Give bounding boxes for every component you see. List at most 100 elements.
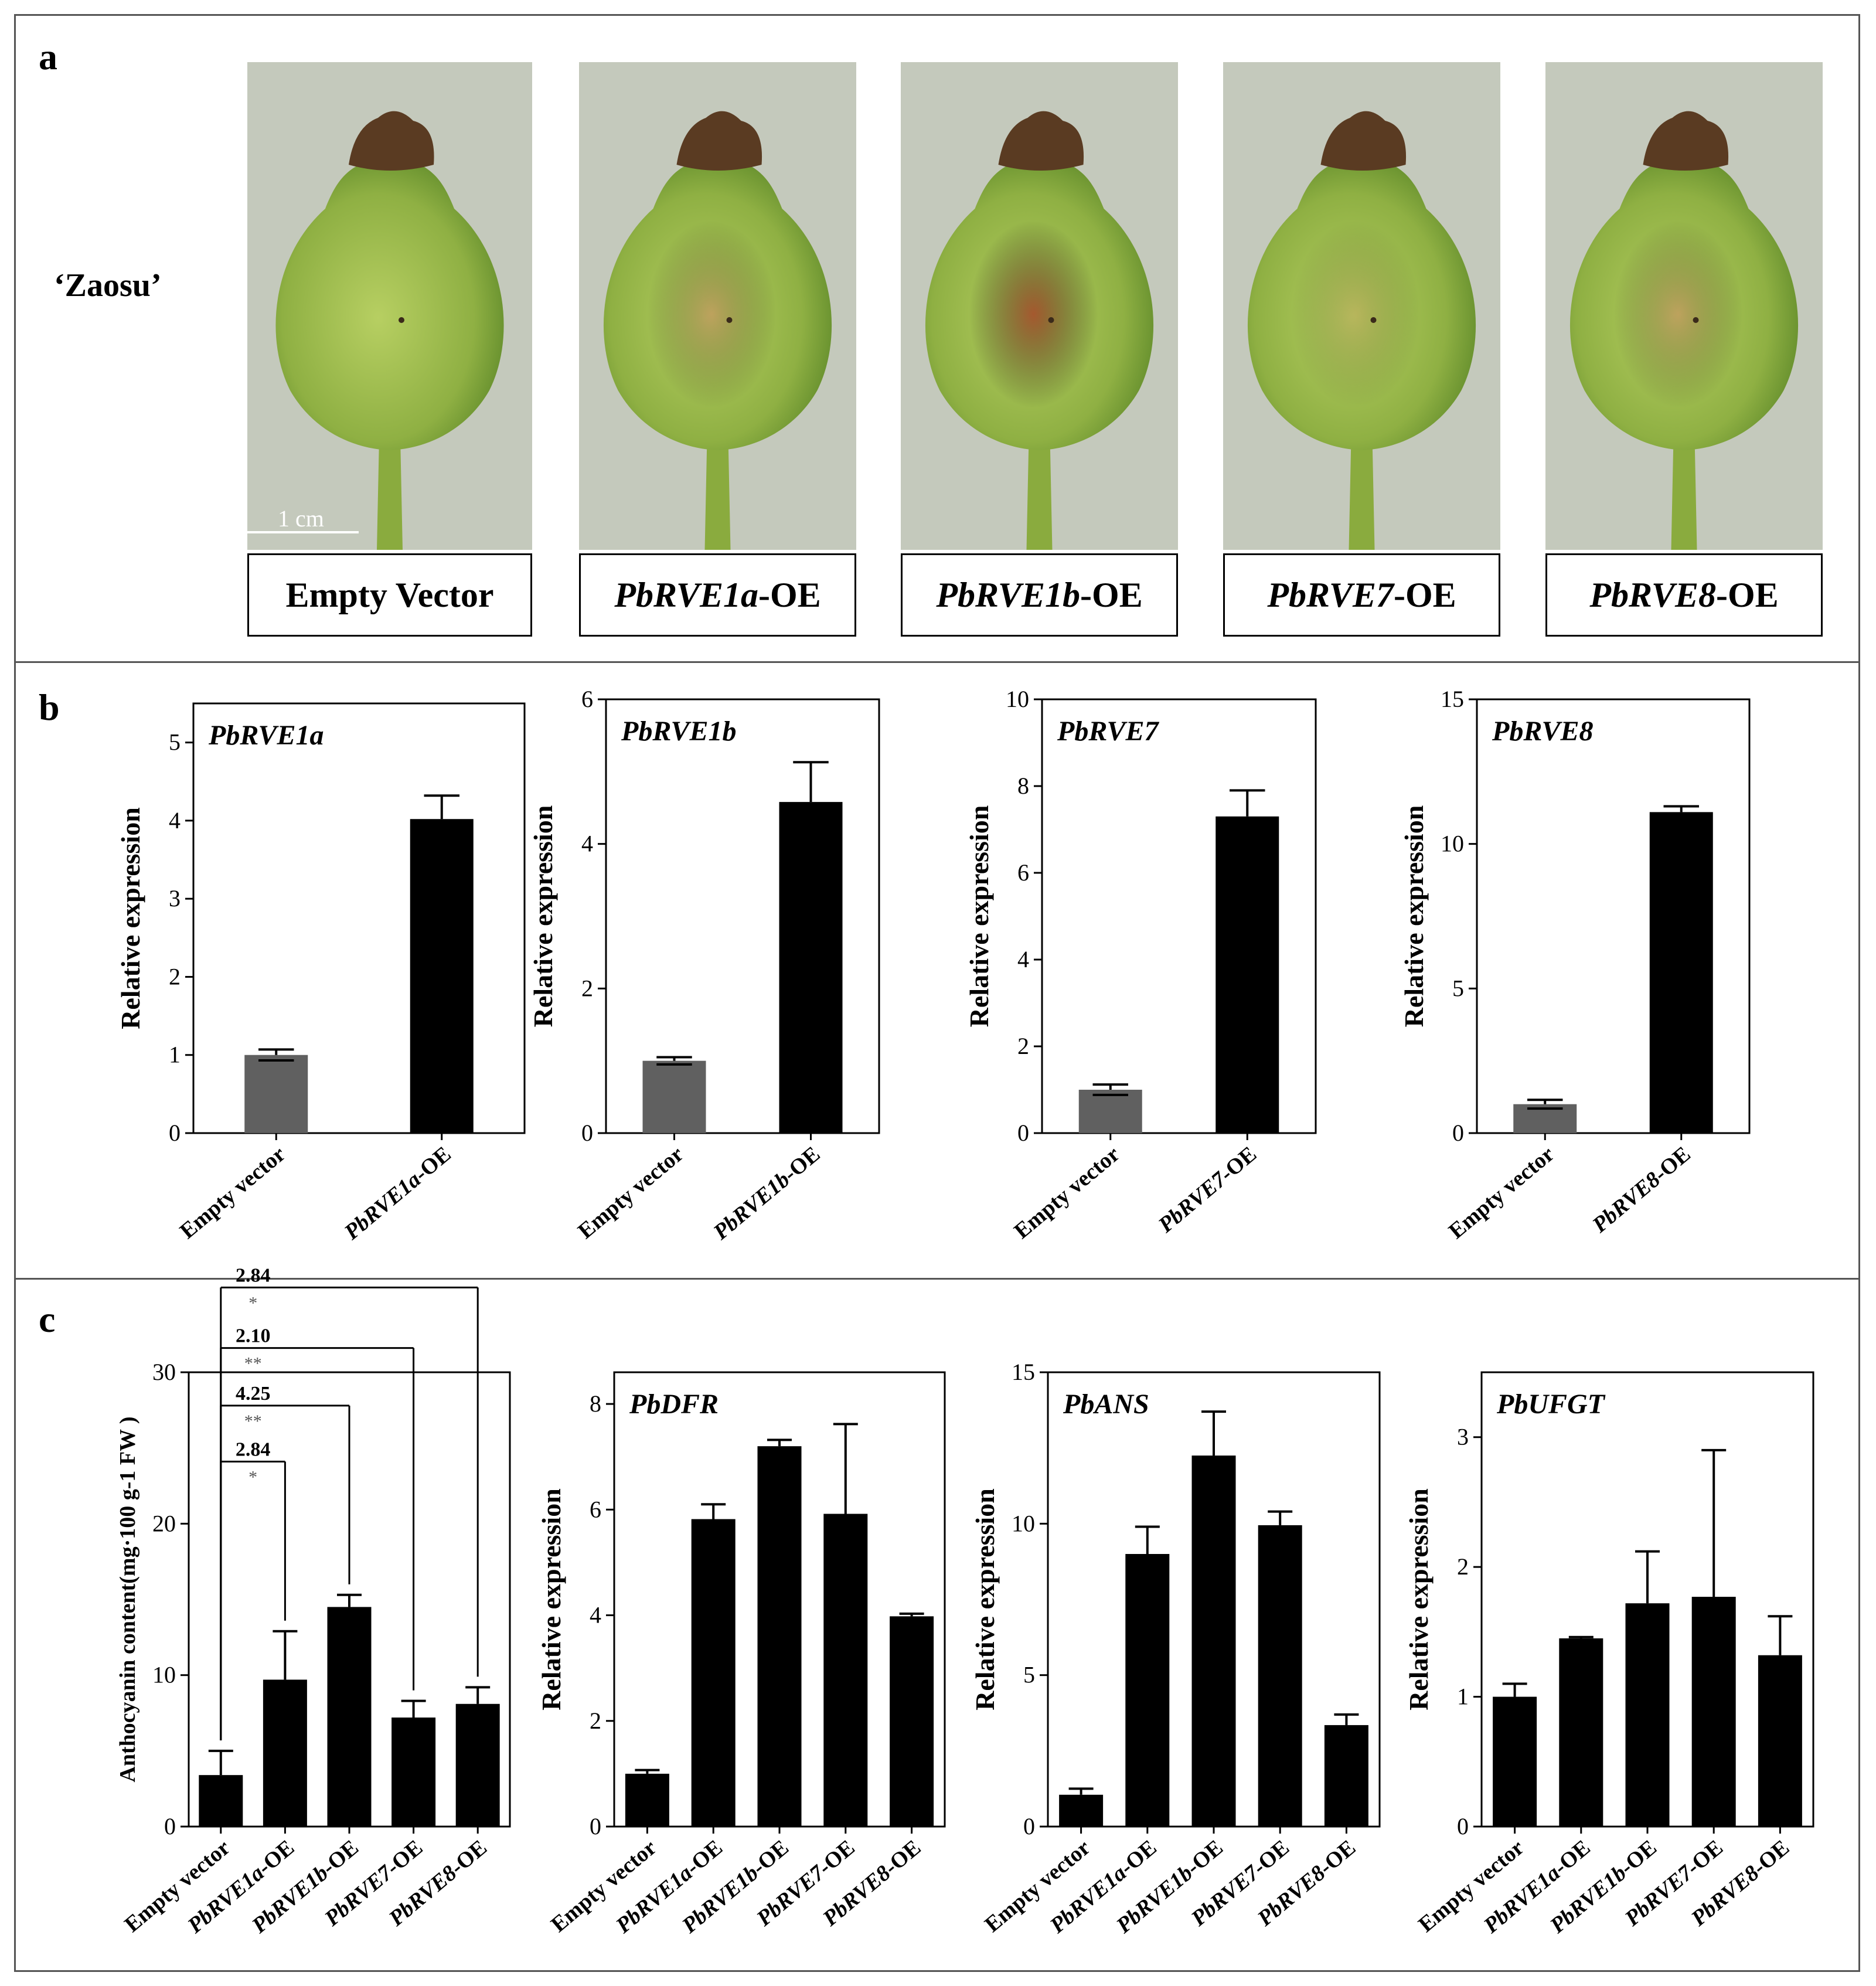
bar [1125,1554,1170,1827]
plot-frame [1041,698,1317,1134]
fold-change-label: 4.25 [236,1383,271,1405]
y-tick-label: 2 [581,975,593,1001]
photo-caption-0: Empty Vector [247,553,532,637]
significance-stars: ** [244,1412,262,1431]
y-axis-label: Relative expression [115,807,145,1029]
bar [410,819,474,1133]
y-tick-label: 4 [169,807,181,834]
y-axis-label: Relative expression [964,805,994,1028]
y-tick-label: 5 [1452,975,1464,1001]
y-tick-label: 0 [169,1120,181,1146]
fruit-photo-0: 1 cm [247,62,532,550]
panel-label-a: a [39,36,57,77]
significance-stars: ** [244,1354,262,1373]
x-tick-label: Empty vector [573,1142,688,1244]
bar [1649,812,1713,1133]
fruit-photo-2 [901,62,1178,550]
bar [823,1514,868,1827]
y-tick-label: 10 [1012,1510,1035,1536]
photo-caption-1: PbRVE1a -OE [579,553,856,637]
bar [890,1616,934,1827]
bar [1691,1597,1736,1827]
plot-frame [192,702,526,1134]
x-tick-label: PbRVE1b-OE [709,1142,825,1245]
bar [1258,1525,1302,1827]
y-tick-label: 4 [581,831,593,857]
y-tick-label: 5 [1023,1662,1035,1688]
x-tick-label: PbRVE8-OE [1587,1142,1695,1238]
plot-frame [1476,698,1751,1134]
photo-caption-3: PbRVE7 -OE [1223,553,1500,637]
bar [1493,1696,1537,1827]
scale-bar [247,531,359,533]
bar [263,1679,307,1827]
y-axis-label: Relative expression [1404,1488,1434,1710]
separator-b-c [14,1278,1860,1280]
y-tick-label: 2 [1017,1033,1029,1059]
y-tick-label: 0 [1017,1120,1029,1146]
y-tick-label: 2 [590,1708,601,1734]
bar [1324,1725,1368,1827]
y-tick-label: 6 [581,686,593,712]
y-tick-label: 10 [1006,686,1029,712]
y-tick-label: 6 [590,1496,601,1522]
y-axis-label: Anthocyanin content(mg·100 g-1 FW ) [115,1416,140,1782]
y-tick-label: 2 [1457,1553,1469,1580]
chart-b4: 0 5 10 15 Relative expression PbRVE8 Empty vec… [1399,686,1751,1244]
y-tick-label: 15 [1012,1359,1035,1385]
fruit-photo-3 [1223,62,1500,550]
y-tick-label: 1 [1457,1684,1469,1710]
x-tick-label: Empty vector [175,1142,290,1244]
x-tick-label: Empty vector [1444,1142,1559,1244]
bar [1078,1090,1142,1133]
bar [199,1775,243,1827]
plot-frame [605,698,880,1134]
fold-change-label: 2.84 [236,1264,271,1286]
y-tick-label: 0 [581,1120,593,1146]
figure-frame [14,14,1860,1972]
chart-b1: 0 1 2 3 4 5 Relative expression PbRVE1a Empty ve… [115,702,526,1245]
y-tick-label: 2 [169,963,181,989]
y-tick-label: 3 [169,885,181,912]
panel-label-c: c [39,1298,56,1340]
bar [757,1446,802,1827]
bar [391,1718,436,1827]
y-tick-label: 1 [169,1042,181,1068]
y-tick-label: 0 [1023,1813,1035,1839]
y-axis-label: Relative expression [528,805,558,1028]
chart-title: PbDFR [629,1389,719,1420]
bar [455,1703,500,1827]
x-tick-label: Empty vector [1010,1142,1125,1244]
bar [1625,1603,1670,1827]
bar [327,1607,372,1827]
fold-change-label: 2.10 [236,1325,271,1347]
cultivar-label: ‘Zaosu’ [54,267,162,304]
chart-title: PbRVE8 [1492,716,1594,747]
x-tick-label: PbRVE1a-OE [339,1142,456,1245]
bar [1559,1638,1603,1827]
y-tick-label: 0 [164,1813,176,1839]
x-tick-label: PbRVE7-OE [1153,1142,1261,1238]
bar [1758,1655,1802,1827]
fruit-photo-4 [1545,62,1823,550]
y-tick-label: 4 [590,1602,601,1628]
scale-bar-label: 1 cm [278,505,324,532]
chart-title: PbRVE1b [621,716,737,747]
bar [642,1060,706,1133]
y-tick-label: 10 [1441,831,1464,857]
panel-label-b: b [39,686,60,728]
bar [779,802,843,1133]
bar [691,1519,736,1827]
chart-title: PbUFGT [1496,1389,1606,1420]
y-tick-label: 8 [590,1390,601,1417]
bar [1059,1794,1104,1827]
separator-a-b [14,661,1860,663]
fold-change-label: 2.84 [236,1439,271,1460]
chart-c1: 0 10 20 30 Anthocyanin content(mg·100 g-1 FW… [115,1264,511,1939]
y-tick-label: 20 [152,1510,176,1536]
y-tick-label: 10 [152,1662,176,1688]
